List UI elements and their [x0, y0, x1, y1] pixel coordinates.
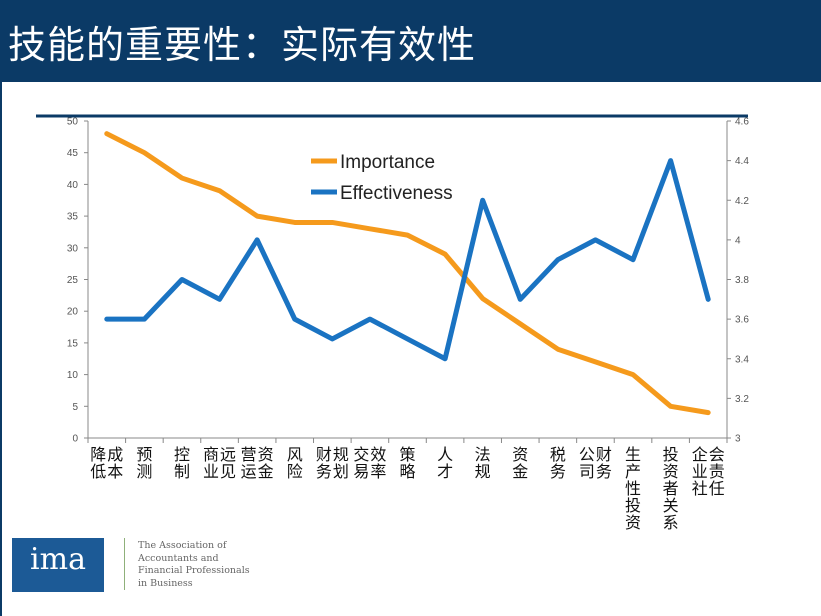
y-right-tick-label: 3.2 [735, 394, 749, 405]
x-tick-label: 财务规划 [316, 445, 349, 481]
y-left-tick-label: 10 [67, 370, 79, 381]
x-tick-label: 风险 [287, 445, 303, 481]
x-tick-label: 营运资金 [241, 445, 274, 481]
y-right-tick-label: 3 [735, 434, 741, 445]
chart-series [104, 131, 711, 416]
x-tick-label: 降低成本 [90, 445, 123, 481]
y-right-tick-label: 4 [735, 235, 741, 246]
y-left-tick-label: 40 [67, 180, 79, 191]
y-left-tick-label: 50 [67, 117, 79, 128]
x-tick-label: 资金 [512, 445, 528, 481]
x-tick-label: 生产性投资 [625, 445, 641, 532]
tagline-line: Financial Professionals [138, 565, 250, 576]
x-tick-label: 商业远见 [203, 445, 236, 481]
ima-logo: ima [12, 538, 104, 592]
y-left-tick-label: 20 [67, 307, 79, 318]
legend-label-effectiveness: Effectiveness [340, 183, 453, 204]
tagline-line: Accountants and [138, 552, 219, 564]
y-left-tick-label: 45 [67, 148, 79, 159]
x-tick-label: 策略 [399, 445, 415, 481]
logo-text: ima [30, 542, 86, 577]
series-line-importance [104, 131, 711, 416]
x-tick-label: 企业社会责任 [692, 445, 725, 498]
logo-tagline: The Association of Accountants and Finan… [138, 540, 250, 590]
y-left-tick-label: 25 [67, 275, 79, 286]
series-line-effectiveness [104, 158, 711, 362]
x-tick-label: 控制 [174, 445, 190, 481]
x-tick-label: 法规 [475, 445, 491, 481]
x-tick-label: 税务 [550, 445, 566, 481]
left-accent-line [0, 82, 2, 616]
title-bar: 技能的重要性：实际有效性 [0, 0, 821, 82]
y-right-tick-label: 3.8 [735, 275, 749, 286]
y-right-tick-label: 4.4 [735, 156, 749, 167]
tagline-line: The Association of [138, 540, 227, 551]
x-tick-label: 预测 [136, 445, 152, 481]
y-right-tick-label: 3.4 [735, 354, 749, 365]
y-right-tick-label: 4.6 [735, 117, 749, 128]
x-tick-label: 交易效率 [353, 445, 386, 481]
chart-legend: Importance Effectiveness [311, 152, 453, 204]
legend-label-importance: Importance [340, 152, 435, 173]
x-tick-label: 人才 [437, 445, 453, 481]
y-right-tick-label: 4.2 [735, 196, 749, 207]
tagline-line: in Business [138, 577, 193, 589]
y-right-tick-label: 3.6 [735, 315, 749, 326]
y-left-tick-label: 35 [67, 212, 79, 223]
logo-divider [124, 538, 125, 590]
chart-axes: 0 5 10 15 20 25 30 35 40 45 50 3 3.2 3.4 3.6 3.8 4 4.2 4.4… [67, 117, 749, 533]
y-left-tick-label: 0 [72, 434, 78, 445]
y-left-tick-label: 15 [67, 338, 79, 349]
y-left-tick-label: 5 [72, 402, 78, 413]
slide-title: 技能的重要性：实际有效性 [8, 23, 477, 67]
x-tick-label: 公司财务 [579, 445, 612, 481]
x-tick-label: 投资者关系 [663, 445, 679, 532]
y-left-tick-label: 30 [67, 243, 79, 254]
